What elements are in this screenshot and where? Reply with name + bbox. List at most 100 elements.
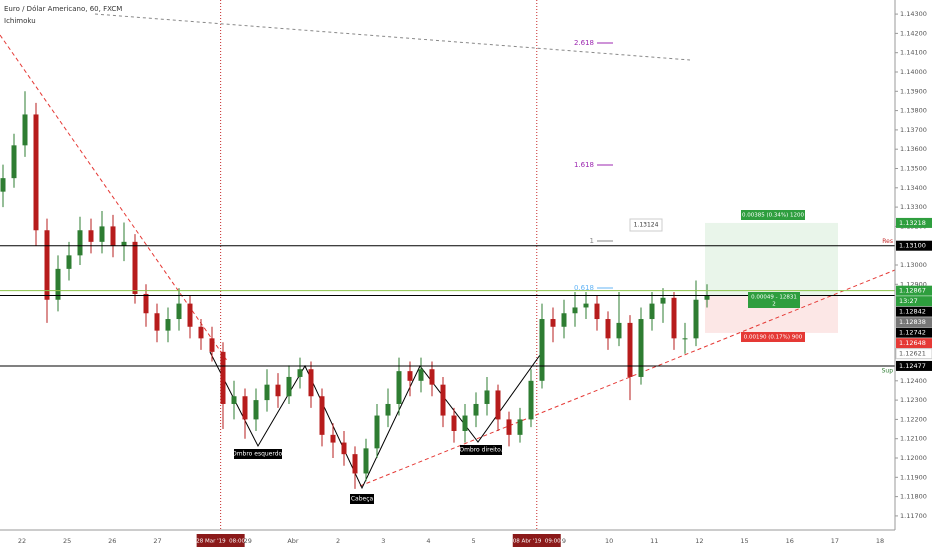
candle-body xyxy=(693,299,699,339)
candle-body xyxy=(495,390,501,420)
x-tick-label: 2 xyxy=(336,537,340,545)
price-label: 13:27 xyxy=(899,297,918,305)
x-tick-label: 4 xyxy=(426,537,430,545)
y-tick-label: 1.13800 xyxy=(900,107,927,115)
price-label-bg xyxy=(896,327,932,338)
y-tick-label: 1.13500 xyxy=(900,164,927,172)
y-tick-label: 1.12200 xyxy=(900,415,927,423)
y-tick-label: 1.12400 xyxy=(900,377,927,385)
x-tick-label: 08 Abr '19 09:00 xyxy=(513,539,561,545)
candle-body xyxy=(220,351,226,404)
price-label: 1.12867 xyxy=(899,287,926,295)
candle-body xyxy=(473,403,479,416)
candle-body xyxy=(165,319,171,331)
position-label-bg xyxy=(748,292,800,308)
price-label-bg xyxy=(896,296,932,307)
candle-body xyxy=(539,319,545,381)
candle-body xyxy=(451,415,457,431)
candle-body xyxy=(528,380,534,420)
pattern-line xyxy=(209,351,541,490)
fib-label: 1.618 xyxy=(574,161,594,169)
y-tick-label: 1.11800 xyxy=(900,493,927,501)
y-tick-label: 1.13300 xyxy=(900,203,927,211)
price-label-bg xyxy=(896,338,932,349)
x-tick-label: 28 Mar '19 08:00 xyxy=(196,539,245,545)
candle-body xyxy=(649,303,655,320)
x-tick-label: 12 xyxy=(695,537,703,545)
candle-body xyxy=(22,114,28,146)
x-tick-label: 3 xyxy=(381,537,385,545)
candle-body xyxy=(77,230,83,256)
candle-body xyxy=(0,178,6,192)
price-label-bg xyxy=(896,285,932,296)
position-label: 0.00385 (0.34%) 1200 xyxy=(742,213,805,219)
candle-body xyxy=(187,303,193,327)
candle-body xyxy=(286,376,292,397)
candle-body xyxy=(132,241,138,294)
candle-body xyxy=(605,319,611,339)
price-label-bg xyxy=(896,360,932,371)
y-tick-label: 1.11900 xyxy=(900,473,927,481)
y-tick-label: 1.12100 xyxy=(900,435,927,443)
candle-body xyxy=(99,226,105,242)
trend-line xyxy=(359,269,896,487)
candle-body xyxy=(341,442,347,455)
candle-body xyxy=(627,322,633,377)
level-label: Sup xyxy=(882,367,894,374)
price-callout-label: 1.13124 xyxy=(634,222,659,229)
candle-body xyxy=(374,415,380,449)
chart-title: Euro / Dólar Americano, 60, FXCM xyxy=(4,5,122,13)
candle-body xyxy=(330,434,336,443)
y-tick-label: 1.13600 xyxy=(900,145,927,153)
candle-body xyxy=(297,369,303,377)
price-label-bg xyxy=(896,306,932,317)
x-highlight-bg xyxy=(196,534,245,547)
candle-body xyxy=(88,230,94,242)
candle-body xyxy=(517,419,523,435)
candle-body xyxy=(418,369,424,381)
candle-body xyxy=(616,322,622,339)
x-tick-label: 25 xyxy=(63,537,71,545)
price-label: 1.12842 xyxy=(899,308,926,316)
price-label: 1.13100 xyxy=(899,242,926,250)
x-tick-label: 26 xyxy=(108,537,116,545)
annotation-bg xyxy=(460,445,502,455)
price-label: 1.13218 xyxy=(899,219,926,227)
price-label-bg xyxy=(896,217,932,228)
fib-label: 1 xyxy=(590,237,594,245)
price-label: 1.12477 xyxy=(899,362,926,370)
x-tick-label: 16 xyxy=(786,537,794,545)
y-tick-label: 1.14100 xyxy=(900,49,927,57)
annotation: Cabeça xyxy=(351,496,374,503)
x-tick-label: 5 xyxy=(472,537,476,545)
position-tool xyxy=(705,222,838,333)
y-tick-label: 1.11700 xyxy=(900,512,927,520)
x-tick-label: 27 xyxy=(153,537,161,545)
candle-body xyxy=(561,313,567,327)
candle-body xyxy=(209,338,215,352)
candle-body xyxy=(506,419,512,435)
y-tick-label: 1.14000 xyxy=(900,68,927,76)
x-tick-label: 10 xyxy=(605,537,613,545)
x-tick-label: 9 xyxy=(562,537,566,545)
price-label: 1.12838 xyxy=(899,318,926,326)
candle-body xyxy=(638,319,644,377)
y-tick-label: 1.13000 xyxy=(900,261,927,269)
price-label: 1.12742 xyxy=(899,329,926,337)
candle-body xyxy=(154,313,160,331)
position-label-bg xyxy=(741,210,805,220)
y-tick-label: 1.14200 xyxy=(900,29,927,37)
candle-body xyxy=(308,369,314,397)
candle-body xyxy=(33,114,39,231)
fib-label: 0.618 xyxy=(574,284,594,292)
candle-body xyxy=(319,396,325,435)
candle-body xyxy=(121,241,127,246)
price-callout xyxy=(629,218,663,232)
candle-body xyxy=(671,297,677,339)
candle-body xyxy=(682,338,688,340)
candle-body xyxy=(572,307,578,314)
y-tick-label: 1.13400 xyxy=(900,184,927,192)
candle-body xyxy=(583,303,589,308)
fib-label: 2.618 xyxy=(574,39,594,47)
candle-body xyxy=(484,390,490,404)
